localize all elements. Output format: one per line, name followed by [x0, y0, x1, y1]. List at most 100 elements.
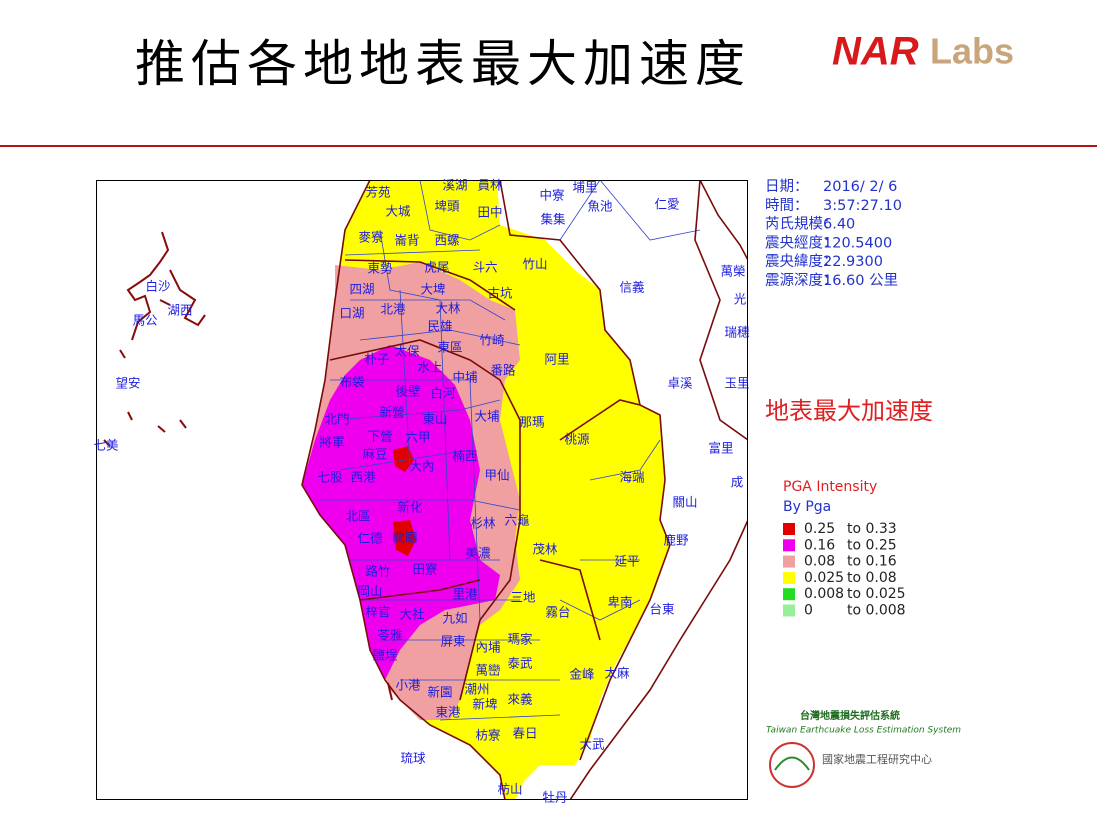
place-label: 甲仙: [484, 468, 509, 483]
place-label: 古坑: [487, 286, 513, 301]
place-label: 琉球: [400, 751, 426, 766]
place-label: 信義: [619, 280, 645, 295]
info-label: 震源深度：: [765, 272, 838, 289]
place-label: 萬巒: [475, 663, 500, 678]
place-label: 斗六: [472, 260, 497, 275]
legend-to: to 0.08: [847, 570, 897, 586]
place-label: 新園: [427, 685, 452, 700]
place-label: 埔里: [572, 180, 597, 195]
info-label: 時間：: [765, 197, 809, 214]
legend-title: PGA Intensity: [783, 479, 877, 495]
place-label: 瑪家: [507, 632, 533, 647]
place-label: 七股: [317, 470, 343, 485]
info-value: 2016/ 2/ 6: [823, 179, 897, 195]
place-label: 太麻: [604, 666, 630, 681]
place-label: 白沙: [145, 279, 171, 294]
place-label: 成: [731, 475, 744, 490]
legend-to: to 0.16: [847, 554, 897, 570]
place-label: 虎尾: [424, 260, 449, 275]
place-label: 仁德: [357, 531, 383, 546]
place-label: 金峰: [569, 667, 595, 682]
place-label: 大內: [409, 459, 434, 474]
info-value: 6.40: [823, 217, 855, 233]
place-label: 竹崎: [479, 333, 505, 348]
place-label: 鹽埕: [372, 648, 397, 663]
slide-title: 推估各地地表最大加速度: [135, 35, 751, 93]
place-label: 富里: [708, 441, 733, 456]
place-label: 大林: [435, 301, 461, 316]
place-label: 將軍: [319, 435, 344, 450]
place-label: 大城: [385, 204, 411, 219]
institute-emblem: [769, 742, 815, 788]
place-label: 來義: [507, 692, 533, 707]
place-label: 梓官: [365, 605, 390, 620]
place-label: 湖西: [167, 303, 192, 318]
place-label: 望安: [115, 376, 140, 391]
place-label: 崙背: [394, 233, 419, 248]
place-label: 六龜: [504, 513, 530, 528]
pga-zone-severe: [393, 520, 416, 556]
place-label: 麥寮: [358, 230, 384, 245]
place-label: 東山: [422, 412, 447, 427]
place-label: 中寮: [539, 188, 565, 203]
county-boundaries: [329, 180, 748, 761]
institute-emblem-arc: [774, 756, 810, 771]
place-label: 杉林: [470, 516, 496, 531]
legend-from: 0.16: [804, 537, 835, 553]
place-label: 關廟: [392, 530, 417, 545]
place-label: 桃源: [564, 432, 590, 447]
place-label: 九如: [442, 611, 467, 626]
place-label: 下營: [367, 429, 392, 444]
place-label: 屏東: [440, 634, 466, 649]
place-label: 埤頭: [434, 199, 460, 214]
legend-from: 0: [804, 603, 813, 619]
place-label: 新埤: [472, 697, 497, 712]
system-name-zh: 台灣地震損失評估系統: [800, 709, 900, 722]
footer-logo: [769, 742, 815, 788]
place-label: 光: [734, 292, 747, 307]
place-label: 關山: [672, 495, 697, 510]
place-label: 延平: [614, 554, 639, 569]
place-label: 路竹: [365, 564, 390, 579]
info-value: 22.9300: [823, 254, 883, 270]
place-label: 美濃: [465, 546, 491, 561]
map-frame: [96, 180, 748, 800]
place-label: 那瑪: [519, 415, 544, 430]
place-label: 卑南: [607, 595, 632, 610]
place-label: 茂林: [532, 542, 558, 557]
place-label: 東勢: [367, 261, 393, 276]
info-label: 芮氏規模：: [765, 216, 838, 233]
info-value: 120.5400: [823, 235, 892, 251]
place-label: 七美: [93, 438, 118, 453]
legend-to: to 0.008: [847, 603, 906, 619]
legend-swatch: [783, 539, 795, 552]
place-label: 六甲: [405, 430, 430, 445]
offshore-islands: [103, 231, 393, 701]
legend-swatch: [783, 523, 795, 535]
place-label: 布袋: [339, 375, 365, 390]
legend-from: 0.025: [804, 570, 844, 586]
place-label: 員林: [477, 178, 503, 193]
map-heading: 地表最大加速度: [765, 397, 933, 425]
legend-to: to 0.25: [847, 537, 897, 553]
place-label: 海端: [619, 470, 644, 485]
place-label: 三地: [510, 590, 536, 605]
legend-to: to 0.025: [847, 586, 906, 602]
place-label: 阿里: [544, 352, 569, 367]
place-label: 北門: [324, 412, 349, 427]
place-label: 溪湖: [442, 178, 467, 193]
place-label: 魚池: [587, 199, 613, 214]
place-label: 東區: [437, 340, 462, 355]
place-label: 楠西: [452, 449, 477, 464]
place-label: 大埔: [474, 409, 500, 424]
place-label: 里港: [452, 587, 478, 602]
legend-from: 0.08: [804, 554, 835, 570]
place-label: 萬榮: [720, 264, 745, 279]
place-label: 中埔: [452, 370, 478, 385]
place-label: 鹿野: [663, 533, 689, 548]
place-label: 枋寮: [475, 728, 501, 743]
place-label: 西螺: [434, 233, 459, 248]
place-label: 仁愛: [654, 197, 679, 212]
